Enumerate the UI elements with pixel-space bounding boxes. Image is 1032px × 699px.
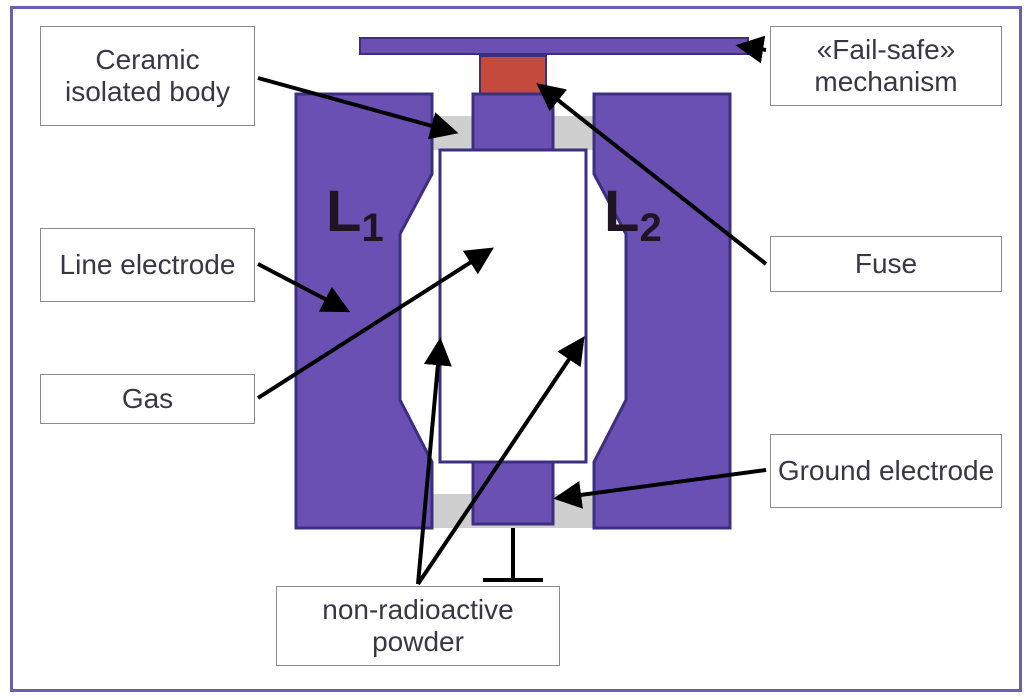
label-non-radioactive-powder: non-radioactive powder [276, 586, 560, 666]
label-fuse: Fuse [770, 236, 1002, 292]
label-ceramic-body: Ceramic isolated body [40, 26, 255, 126]
label-l1: L1 [326, 178, 384, 245]
gas-chamber-inner [456, 160, 570, 452]
fuse-block [480, 56, 546, 94]
center-electrode-bottom [473, 462, 553, 524]
center-electrode-top [473, 94, 553, 150]
label-failsafe-mechanism: «Fail-safe» mechanism [770, 26, 1002, 106]
label-gas: Gas [40, 374, 255, 424]
failsafe-cap [360, 38, 748, 54]
label-ground-electrode: Ground electrode [770, 434, 1002, 508]
left-electrode [296, 94, 432, 528]
label-line-electrode: Line electrode [40, 228, 255, 302]
label-l2: L2 [604, 178, 662, 245]
right-electrode [594, 94, 730, 528]
